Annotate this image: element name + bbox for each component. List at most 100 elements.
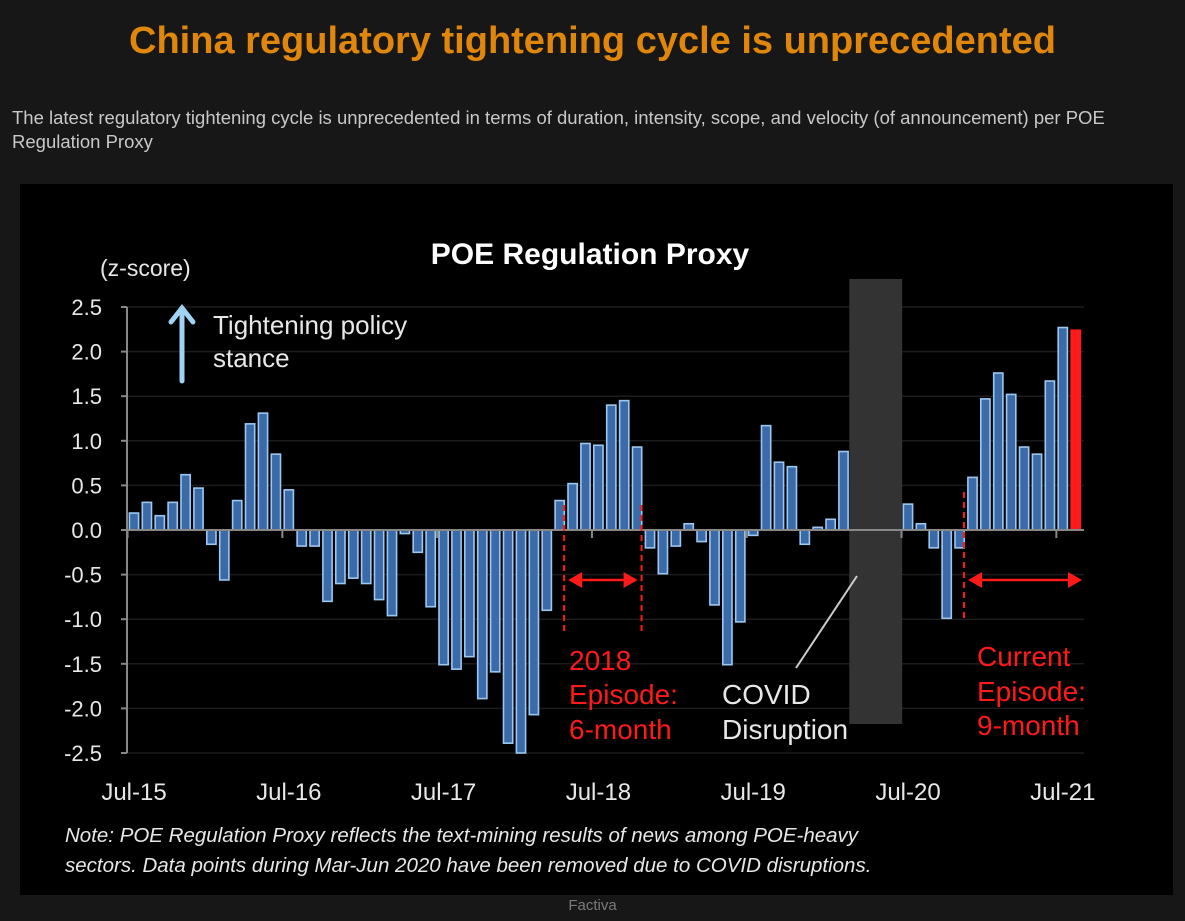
bar bbox=[592, 444, 604, 531]
gridlines bbox=[127, 306, 1084, 754]
bar bbox=[257, 412, 269, 531]
bar bbox=[799, 529, 811, 546]
page-subtitle: The latest regulatory tightening cycle i… bbox=[12, 107, 1105, 152]
source-label: Factiva bbox=[568, 897, 617, 914]
bar bbox=[386, 529, 398, 617]
x-tick-label: Jul-15 bbox=[101, 779, 166, 806]
bar bbox=[334, 529, 346, 585]
bar bbox=[773, 461, 785, 531]
x-tick-label: Jul-19 bbox=[721, 779, 786, 806]
bar-latest bbox=[1070, 329, 1082, 531]
bar bbox=[838, 450, 849, 531]
x-tick-label: Jul-20 bbox=[875, 779, 940, 806]
current-episode-line-2: Episode: bbox=[977, 676, 1086, 707]
bar bbox=[541, 529, 553, 612]
axes bbox=[121, 306, 1084, 754]
bar bbox=[296, 529, 308, 547]
covid-shaded-region bbox=[849, 279, 903, 724]
bar bbox=[721, 529, 733, 666]
bar bbox=[231, 499, 243, 531]
y-tick-label: -1.0 bbox=[64, 607, 102, 632]
y-tick-label: 2.0 bbox=[71, 340, 102, 365]
y-tick-label: 0.0 bbox=[71, 518, 102, 543]
bar bbox=[218, 529, 230, 581]
tightening-label-2: stance bbox=[213, 343, 290, 373]
y-tick-label: 2.5 bbox=[71, 295, 102, 320]
bar bbox=[580, 442, 591, 531]
x-tick-labels: Jul-15 Jul-16 Jul-17 Jul-18 Jul-19 Jul-20 Jul-… bbox=[101, 779, 1095, 806]
bar bbox=[193, 487, 204, 531]
bar bbox=[1031, 453, 1043, 531]
y-tick-label: 1.0 bbox=[71, 429, 102, 454]
bar bbox=[463, 529, 475, 658]
bar bbox=[141, 501, 153, 531]
bar bbox=[206, 529, 217, 546]
bar bbox=[825, 518, 836, 531]
episode-markers bbox=[563, 492, 1082, 635]
bar bbox=[618, 399, 630, 531]
bar bbox=[412, 529, 424, 554]
bar bbox=[347, 529, 359, 579]
bar bbox=[644, 529, 656, 549]
bar bbox=[902, 503, 914, 531]
arrow-right-icon bbox=[1068, 572, 1082, 588]
tightening-label-1: Tightening policy bbox=[213, 310, 407, 340]
y-tick-label: -1.5 bbox=[64, 652, 102, 677]
y-tick-labels: 2.5 2.0 1.5 1.0 0.5 0.0 -0.5 -1.0 -1.5 -2.0 -2.5 bbox=[64, 295, 102, 766]
x-tick-label: Jul-17 bbox=[411, 779, 476, 806]
page-title: China regulatory tightening cycle is unp… bbox=[129, 20, 1056, 62]
bar bbox=[928, 529, 940, 549]
bar bbox=[1044, 380, 1056, 531]
bar bbox=[979, 398, 991, 531]
bar bbox=[154, 514, 166, 531]
y-axis-label: (z-score) bbox=[100, 255, 191, 281]
current-episode-line-1: Current bbox=[977, 641, 1071, 672]
chart-note-line-2: sectors. Data points during Mar-Jun 2020… bbox=[65, 854, 871, 877]
bar bbox=[502, 529, 514, 744]
chart-panel: 2.5 2.0 1.5 1.0 0.5 0.0 -0.5 -1.0 -1.5 -2.0 -2.5 J… bbox=[20, 184, 1173, 895]
bar bbox=[451, 529, 462, 670]
current-episode-line-3: 9-month bbox=[977, 710, 1080, 741]
episode-2018-line-1: 2018 bbox=[569, 645, 631, 676]
episode-2018-line-3: 6-month bbox=[569, 714, 672, 745]
bar bbox=[941, 529, 953, 620]
bar bbox=[734, 529, 746, 623]
bar bbox=[167, 501, 179, 531]
covid-label-1: COVID bbox=[722, 679, 811, 710]
bar bbox=[180, 473, 191, 531]
bar bbox=[270, 453, 282, 531]
bar bbox=[1057, 326, 1069, 531]
bar bbox=[1018, 446, 1030, 531]
x-tick-label: Jul-18 bbox=[566, 779, 631, 806]
y-tick-label: -2.0 bbox=[64, 696, 102, 721]
bar bbox=[425, 529, 437, 608]
bar bbox=[696, 529, 707, 543]
bar bbox=[1005, 393, 1017, 531]
arrow-left-icon bbox=[568, 572, 583, 588]
bar bbox=[567, 482, 578, 531]
chart-note-line-1: Note: POE Regulation Proxy reflects the … bbox=[65, 824, 860, 847]
bar bbox=[605, 404, 617, 531]
y-tick-label: 1.5 bbox=[71, 384, 102, 409]
bar bbox=[657, 529, 669, 575]
y-tick-label: -2.5 bbox=[64, 741, 102, 766]
bar bbox=[954, 529, 965, 549]
bar bbox=[992, 372, 1004, 531]
arrow-right-icon bbox=[623, 572, 638, 588]
bar bbox=[373, 529, 385, 601]
bar bbox=[283, 489, 295, 531]
bar bbox=[709, 529, 720, 606]
bar bbox=[309, 529, 320, 547]
bar bbox=[967, 476, 978, 531]
y-tick-label: -0.5 bbox=[64, 563, 102, 588]
bar bbox=[515, 529, 527, 754]
bar bbox=[528, 529, 540, 716]
x-tick-label: Jul-21 bbox=[1030, 779, 1095, 806]
bar bbox=[489, 529, 501, 673]
bar bbox=[670, 529, 682, 547]
up-arrow-icon bbox=[168, 303, 196, 384]
chart-title: POE Regulation Proxy bbox=[431, 238, 750, 271]
y-tick-label: 0.5 bbox=[71, 473, 102, 498]
bar bbox=[322, 529, 333, 603]
bar bbox=[476, 529, 488, 700]
